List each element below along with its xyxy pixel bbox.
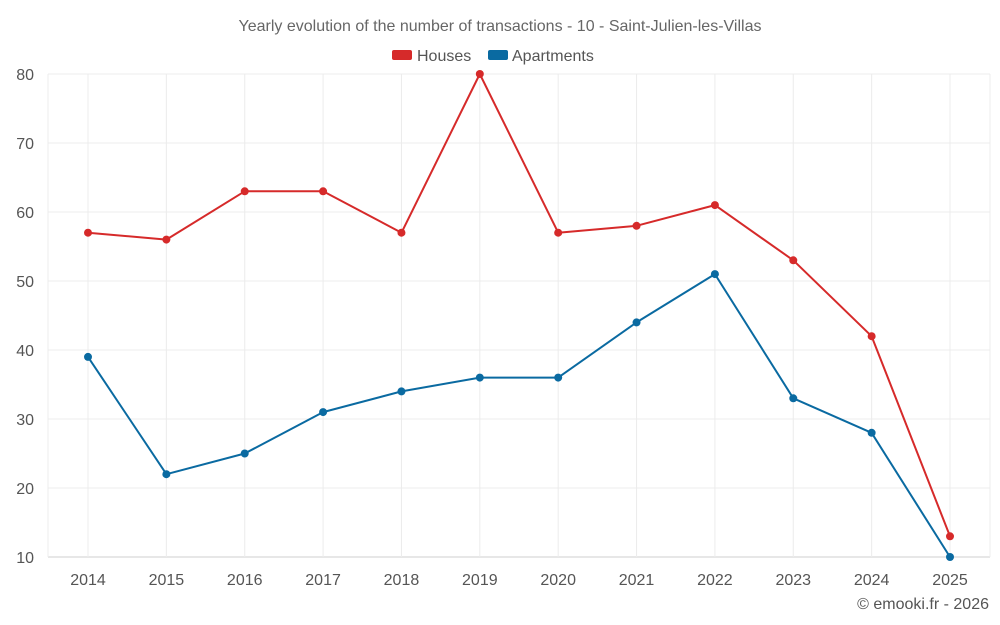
data-point-houses bbox=[632, 221, 641, 230]
series-houses bbox=[84, 70, 954, 541]
x-tick-label: 2025 bbox=[932, 572, 968, 589]
y-tick-label: 30 bbox=[16, 412, 34, 429]
x-tick-label: 2021 bbox=[619, 572, 655, 589]
y-tick-label: 60 bbox=[16, 205, 34, 222]
data-point-houses bbox=[946, 532, 954, 541]
legend-item-apartments: Apartments bbox=[488, 48, 594, 65]
series-line-houses bbox=[87, 73, 951, 538]
series-group bbox=[84, 70, 954, 561]
x-tick-label: 2024 bbox=[854, 572, 890, 589]
y-tick-label: 80 bbox=[16, 67, 34, 84]
data-point-houses bbox=[554, 228, 563, 237]
x-tick-label: 2018 bbox=[384, 572, 420, 589]
data-point-houses bbox=[475, 70, 484, 78]
data-point-apartments bbox=[162, 470, 171, 479]
legend: Houses Apartments bbox=[392, 48, 594, 65]
data-point-apartments bbox=[789, 394, 798, 403]
data-point-houses bbox=[240, 187, 249, 196]
y-tick-label: 20 bbox=[16, 481, 34, 498]
legend-item-houses: Houses bbox=[392, 48, 471, 65]
legend-swatch bbox=[488, 50, 508, 60]
chart-title: Yearly evolution of the number of transa… bbox=[239, 18, 762, 35]
data-point-apartments bbox=[475, 373, 484, 382]
legend-swatch bbox=[392, 50, 412, 60]
data-point-apartments bbox=[632, 318, 641, 327]
x-tick-label: 2019 bbox=[462, 572, 498, 589]
y-axis-ticks: 10 20 30 40 50 60 70 80 bbox=[16, 67, 34, 567]
data-point-apartments bbox=[554, 373, 563, 382]
x-tick-label: 2015 bbox=[149, 572, 185, 589]
data-point-apartments bbox=[397, 387, 406, 396]
data-point-houses bbox=[397, 228, 406, 237]
y-tick-label: 10 bbox=[16, 550, 34, 567]
x-tick-label: 2022 bbox=[697, 572, 733, 589]
credit-text: © emooki.fr - 2026 bbox=[857, 596, 989, 613]
data-point-apartments bbox=[319, 408, 328, 417]
legend-label: Apartments bbox=[512, 48, 594, 65]
data-point-houses bbox=[319, 187, 328, 196]
data-point-apartments bbox=[710, 270, 719, 279]
data-point-houses bbox=[84, 228, 92, 237]
series-apartments bbox=[84, 270, 954, 561]
x-tick-label: 2016 bbox=[227, 572, 263, 589]
y-tick-label: 40 bbox=[16, 343, 34, 360]
data-point-apartments bbox=[867, 428, 876, 437]
x-tick-label: 2017 bbox=[305, 572, 341, 589]
data-point-houses bbox=[789, 256, 798, 265]
legend-label: Houses bbox=[417, 48, 471, 65]
data-point-apartments bbox=[240, 449, 249, 458]
x-tick-label: 2023 bbox=[775, 572, 811, 589]
x-tick-label: 2014 bbox=[70, 572, 106, 589]
data-point-houses bbox=[162, 235, 171, 244]
data-point-apartments bbox=[946, 553, 954, 561]
series-line-apartments bbox=[87, 273, 951, 558]
data-point-houses bbox=[867, 332, 876, 341]
grid bbox=[47, 73, 991, 558]
x-axis-ticks: 2014 2015 2016 2017 2018 2019 2020 2021 2022 2023… bbox=[70, 572, 968, 589]
x-tick-label: 2020 bbox=[540, 572, 576, 589]
data-point-houses bbox=[710, 201, 719, 210]
data-point-apartments bbox=[84, 352, 92, 361]
y-tick-label: 70 bbox=[16, 136, 34, 153]
y-tick-label: 50 bbox=[16, 274, 34, 291]
